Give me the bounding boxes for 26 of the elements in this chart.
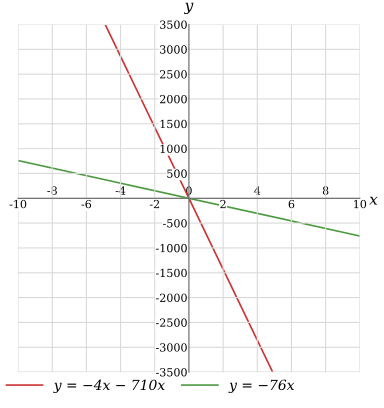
x-tick-label: -2 (150, 200, 160, 208)
x2-tick-label: -4 (116, 186, 126, 195)
y-tick-label: -2000 (156, 294, 187, 302)
y-tick-label: -500 (163, 219, 187, 228)
y-tick-label: 1500 (160, 120, 187, 128)
y-tick-label: -1500 (156, 268, 187, 278)
x2-tick-label: 8 (322, 186, 328, 195)
y-tick-label: 2000 (160, 94, 187, 104)
y-tick-label: 1000 (160, 144, 187, 154)
x-tick-label: -10 (10, 200, 26, 208)
legend-label: y = −76x (228, 380, 294, 394)
y-axis-title: y (184, 2, 194, 14)
y-tick-label: -3000 (156, 343, 187, 352)
x-tick-label: 6 (288, 200, 294, 208)
y-tick-label: -1000 (156, 244, 187, 252)
y-tick-label: 2500 (160, 70, 187, 79)
y-tick-label: 3500 (160, 20, 187, 29)
x-tick-label: 2 (220, 200, 226, 208)
y-tick-label: -3500 (156, 368, 187, 376)
x-axis-title: x (369, 196, 378, 205)
legend-label: y = −4x − 710x (53, 380, 165, 394)
y-tick-label: -2500 (156, 318, 187, 327)
x-tick-label: -6 (81, 200, 92, 208)
y-tick-label: 3000 (160, 45, 187, 54)
y-tick-label: 500 (167, 169, 187, 178)
x-tick-label: 10 (354, 200, 366, 208)
